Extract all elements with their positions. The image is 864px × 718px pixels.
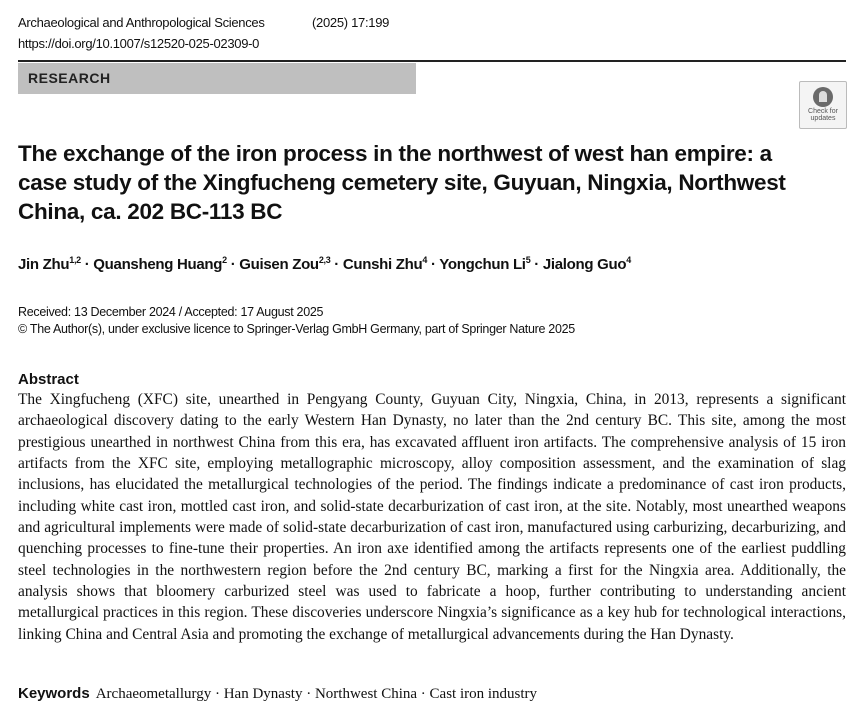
check-updates-text: Check for	[808, 108, 838, 115]
author-name[interactable]: Guisen Zou	[239, 256, 319, 273]
keyword-separator: ·	[211, 686, 224, 702]
abstract-text: The Xingfucheng (XFC) site, unearthed in…	[18, 391, 846, 643]
keyword: Northwest China	[314, 686, 418, 702]
author-separator: ·	[80, 256, 94, 273]
keywords-list: Archaeometallurgy · Han Dynasty · Northw…	[96, 686, 537, 702]
keywords: Keywords Archaeometallurgy · Han Dynasty …	[18, 685, 537, 703]
author-affiliation: 1,2	[69, 255, 81, 265]
author-affiliation: 2,3	[318, 255, 331, 265]
author-separator: ·	[330, 256, 343, 273]
author-affiliation: 5	[525, 255, 531, 265]
author-list: Jin Zhu1,2 · Quansheng Huang2 · Guisen Z…	[18, 255, 631, 273]
author-affiliation: 2	[222, 255, 227, 265]
author-separator: ·	[427, 256, 440, 273]
author-name[interactable]: Jialong Guo	[542, 256, 627, 273]
doi-link[interactable]: https://doi.org/10.1007/s12520-025-02309…	[18, 36, 260, 51]
paper-title: The exchange of the iron process in the …	[18, 141, 786, 224]
author-separator: ·	[226, 256, 240, 273]
publication-info: Received: 13 December 2024 / Accepted: 1…	[18, 304, 575, 338]
check-updates-text-2: updates	[810, 115, 836, 122]
keyword: Archaeometallurgy	[95, 686, 212, 702]
check-for-updates-button[interactable]: Check for updates	[799, 81, 847, 129]
keyword: Han Dynasty	[223, 686, 303, 702]
author-separator: ·	[530, 256, 543, 273]
section-band: RESEARCH	[18, 63, 416, 94]
author-affiliation: 4	[626, 255, 631, 265]
header-rule	[18, 60, 846, 62]
section-label: RESEARCH	[28, 70, 111, 86]
author-affiliation: 4	[422, 255, 428, 265]
abstract-heading: Abstract	[18, 371, 79, 388]
volume-info: (2025) 17:199	[312, 15, 390, 30]
copyright: © The Author(s), under exclusive licence…	[18, 322, 575, 336]
author-name[interactable]: Yongchun Li	[439, 256, 526, 273]
author-name[interactable]: Jin Zhu	[18, 256, 70, 273]
keyword-separator: ·	[417, 686, 430, 702]
author-name[interactable]: Cunshi Zhu	[342, 256, 423, 273]
journal-name: Archaeological and Anthropological Scien…	[18, 15, 265, 30]
keywords-label: Keywords	[18, 685, 90, 702]
author-name[interactable]: Quansheng Huang	[93, 256, 223, 273]
running-header: Archaeological and Anthropological Scien…	[18, 12, 389, 54]
keyword: Cast iron industry	[429, 686, 538, 702]
bookmark-icon	[813, 87, 833, 107]
keyword-separator: ·	[302, 686, 315, 702]
dates: Received: 13 December 2024 / Accepted: 1…	[18, 305, 324, 319]
